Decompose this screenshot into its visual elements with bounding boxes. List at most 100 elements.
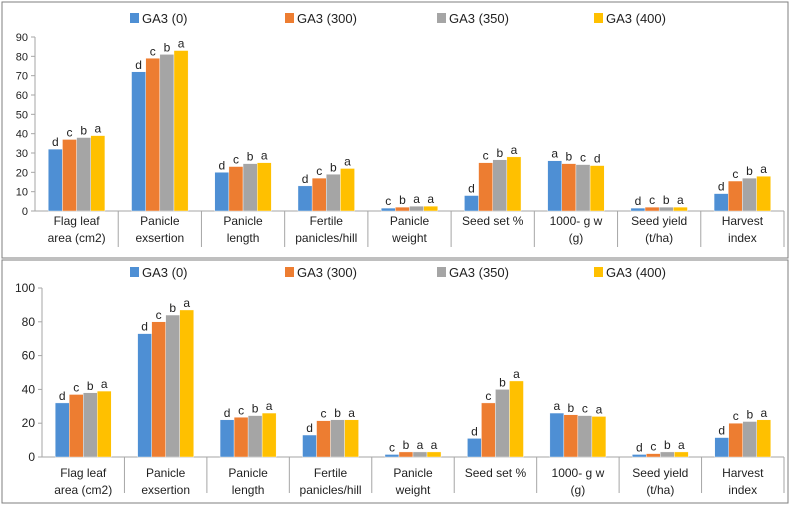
bar bbox=[756, 419, 772, 458]
bar bbox=[344, 419, 359, 458]
x-category-label: Panicle bbox=[146, 466, 186, 480]
significance-label: d bbox=[718, 424, 725, 438]
bar bbox=[409, 205, 424, 212]
significance-label: c bbox=[150, 44, 156, 58]
bar bbox=[481, 402, 496, 458]
legend-label: GA3 (0) bbox=[142, 11, 188, 26]
bar bbox=[426, 451, 442, 458]
bar bbox=[247, 415, 263, 458]
y-tick-label: 10 bbox=[16, 187, 28, 199]
significance-label: c bbox=[580, 151, 586, 165]
bar bbox=[90, 135, 106, 212]
significance-label: b bbox=[169, 301, 176, 315]
bar bbox=[561, 163, 577, 212]
x-category-label: Panicle bbox=[223, 214, 263, 228]
legend-swatch bbox=[285, 267, 294, 277]
x-category-label: weight bbox=[395, 483, 431, 497]
x-category-label: (g) bbox=[569, 231, 584, 245]
x-category-label: (t/ha) bbox=[646, 483, 674, 497]
x-category-label: Panicle bbox=[228, 466, 268, 480]
y-tick-label: 70 bbox=[16, 71, 28, 83]
x-category-label: area (cm2) bbox=[54, 483, 112, 497]
bar bbox=[69, 394, 84, 458]
bar bbox=[76, 137, 91, 212]
significance-label: a bbox=[760, 406, 767, 420]
significance-label: a bbox=[413, 192, 420, 206]
legend-swatch bbox=[437, 267, 446, 277]
bar bbox=[151, 321, 166, 458]
x-category-label: Seed yield bbox=[632, 466, 688, 480]
significance-label: d bbox=[302, 172, 309, 186]
bar bbox=[464, 195, 479, 212]
y-tick-label: 40 bbox=[16, 129, 28, 141]
bar bbox=[658, 206, 674, 212]
significance-label: a bbox=[551, 147, 558, 161]
significance-label: c bbox=[233, 153, 239, 167]
x-category-label: exsertion bbox=[141, 483, 190, 497]
x-category-label: panicles/hill bbox=[295, 231, 357, 245]
significance-label: d bbox=[635, 194, 642, 208]
significance-label: c bbox=[582, 402, 588, 416]
bar bbox=[257, 162, 272, 212]
bar bbox=[728, 180, 743, 212]
bar bbox=[674, 451, 689, 458]
y-tick-label: 0 bbox=[22, 206, 28, 218]
bar bbox=[632, 454, 647, 458]
x-category-label: Harvest bbox=[722, 214, 764, 228]
legend-label: GA3 (300) bbox=[297, 11, 357, 26]
bar bbox=[145, 58, 161, 212]
y-tick-label: 100 bbox=[15, 281, 35, 295]
legend-label: GA3 (0) bbox=[142, 265, 188, 280]
bar bbox=[316, 420, 331, 458]
significance-label: a bbox=[344, 154, 351, 168]
significance-label: b bbox=[746, 164, 753, 178]
bar bbox=[547, 160, 562, 212]
significance-label: c bbox=[733, 409, 739, 423]
bar bbox=[326, 174, 341, 212]
bar bbox=[165, 314, 180, 458]
bar bbox=[330, 419, 345, 458]
bar bbox=[173, 50, 189, 212]
y-tick-label: 50 bbox=[16, 109, 28, 121]
legend-label: GA3 (400) bbox=[606, 11, 666, 26]
chart-panel-2: GA3 (0) GA3 (300) GA3 (350) GA3 (400) 0 20 40 6… bbox=[1, 259, 789, 504]
significance-label: d bbox=[594, 152, 601, 166]
bar bbox=[219, 419, 235, 458]
bar bbox=[159, 54, 175, 212]
significance-label: b bbox=[80, 124, 87, 138]
bar bbox=[509, 380, 524, 458]
y-tick-label: 60 bbox=[16, 90, 28, 102]
bar bbox=[54, 402, 70, 458]
y-tick-label: 30 bbox=[16, 148, 28, 160]
significance-label: d bbox=[59, 389, 66, 403]
significance-label: a bbox=[513, 367, 520, 381]
chart-frame bbox=[1, 1, 789, 259]
significance-label: a bbox=[178, 37, 185, 51]
chart-panel-1: GA3 (0) GA3 (300) GA3 (350) GA3 (400) 0 10 20 3… bbox=[1, 1, 789, 259]
significance-label: c bbox=[321, 407, 327, 421]
x-category-label: weight bbox=[391, 231, 427, 245]
significance-label: a bbox=[511, 143, 518, 157]
significance-label: b bbox=[746, 408, 753, 422]
significance-label: b bbox=[247, 150, 254, 164]
bar bbox=[563, 414, 579, 458]
significance-label: d bbox=[718, 180, 725, 194]
legend-swatch bbox=[130, 267, 139, 277]
y-tick-label: 20 bbox=[16, 167, 28, 179]
bar bbox=[630, 207, 646, 212]
significance-label: d bbox=[306, 421, 313, 435]
x-category-label: 1000- g w bbox=[550, 214, 603, 228]
x-category-label: length bbox=[232, 483, 265, 497]
significance-label: b bbox=[403, 438, 410, 452]
x-category-label: length bbox=[227, 231, 260, 245]
bar bbox=[228, 166, 244, 212]
significance-label: a bbox=[554, 399, 561, 413]
legend-label: GA3 (350) bbox=[449, 11, 509, 26]
y-tick-label: 20 bbox=[22, 416, 36, 430]
significance-label: b bbox=[496, 146, 503, 160]
y-tick-label: 40 bbox=[22, 382, 36, 396]
x-category-label: area (cm2) bbox=[48, 231, 106, 245]
bar bbox=[506, 156, 522, 212]
significance-label: b bbox=[663, 193, 670, 207]
x-category-label: 1000- g w bbox=[552, 466, 605, 480]
